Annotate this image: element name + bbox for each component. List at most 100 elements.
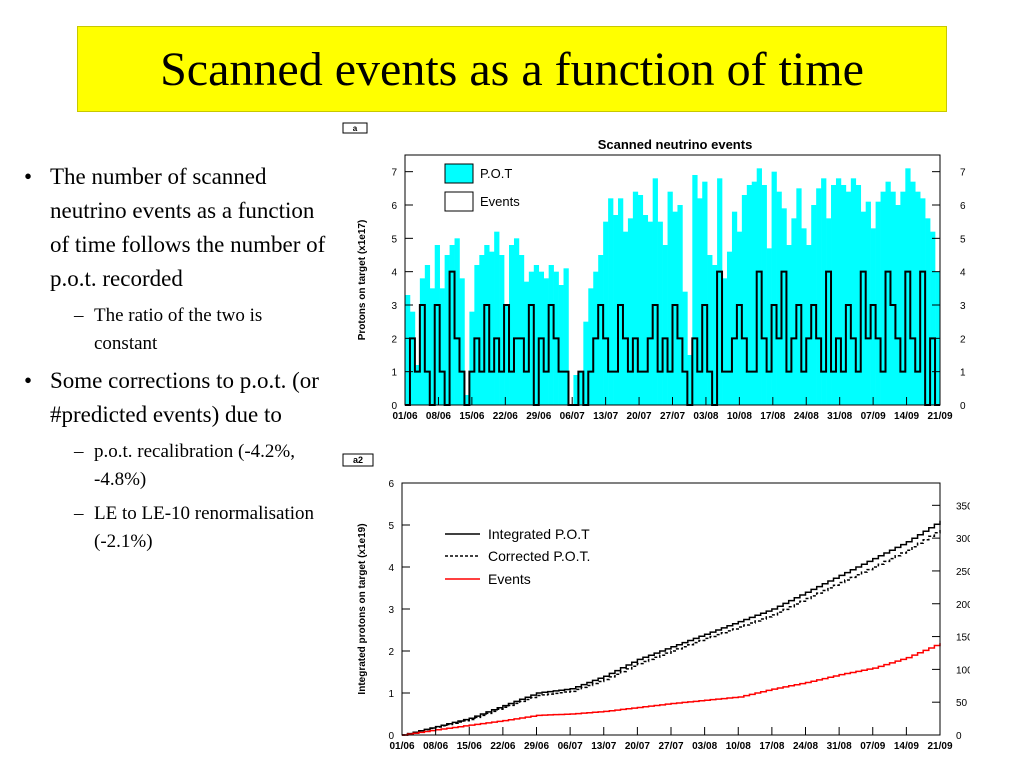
x-tick-label: 17/08 xyxy=(760,411,785,422)
pot-bar xyxy=(930,231,936,405)
slide-title-box: Scanned events as a function of time xyxy=(77,26,947,112)
slide-title: Scanned events as a function of time xyxy=(160,42,864,96)
pot-bar xyxy=(434,245,440,405)
y-tick-label: 6 xyxy=(388,479,394,490)
pot-bar xyxy=(613,215,619,405)
bullet-text: LE to LE-10 renormalisation (-2.1%) xyxy=(94,503,315,552)
bullet-dash-icon: – xyxy=(74,305,84,326)
x-tick-label: 13/07 xyxy=(591,741,616,752)
pot-bar xyxy=(722,278,728,405)
y2-tick-label: 4 xyxy=(960,268,966,279)
y2-tick-label: 150 xyxy=(956,633,970,644)
pot-bar xyxy=(637,195,644,405)
pot-bar xyxy=(632,191,639,405)
pot-bar xyxy=(746,185,753,405)
pot-bar xyxy=(409,311,416,405)
y2-tick-label: 2 xyxy=(960,334,966,345)
pot-bar xyxy=(652,178,658,405)
pot-bar xyxy=(474,265,480,405)
x-tick-label: 08/06 xyxy=(423,741,448,752)
pot-bar xyxy=(627,218,634,405)
x-tick-label: 10/08 xyxy=(726,741,751,752)
pot-bar xyxy=(405,295,411,405)
y2-tick-label: 6 xyxy=(960,201,966,212)
pot-bar xyxy=(697,198,703,405)
y-tick-label: 5 xyxy=(391,234,397,245)
pot-bar xyxy=(672,211,678,405)
pot-bar xyxy=(573,375,579,405)
y-axis-label: Integrated protons on target (x1e19) xyxy=(357,523,368,694)
pot-bar xyxy=(504,305,510,405)
bullet-text: The ratio of the two is constant xyxy=(94,305,263,354)
y2-tick-label: 100 xyxy=(956,665,970,676)
pot-bar xyxy=(518,255,525,405)
pot-bar xyxy=(424,265,431,405)
y2-tick-label: 200 xyxy=(956,600,970,611)
bullet-dash-icon: – xyxy=(74,503,84,524)
pot-bar xyxy=(662,245,668,405)
legend-pot-label: P.O.T xyxy=(480,166,512,181)
x-tick-label: 20/07 xyxy=(627,411,652,422)
pot-bar xyxy=(821,178,827,405)
x-tick-label: 06/07 xyxy=(558,741,583,752)
pot-bar xyxy=(494,231,500,405)
y-tick-label: 2 xyxy=(388,647,394,658)
y2-tick-label: 250 xyxy=(956,567,970,578)
chart-tag-box xyxy=(342,122,368,134)
pot-bar xyxy=(890,191,896,405)
bullet-item: • The number of scanned neutrino events a… xyxy=(18,160,328,296)
pot-bar xyxy=(469,311,475,405)
pot-bar xyxy=(880,191,886,405)
y-tick-label: 5 xyxy=(388,521,394,532)
y-tick-label: 3 xyxy=(388,605,394,616)
series-line xyxy=(402,529,941,736)
pot-bar xyxy=(840,185,847,405)
x-tick-label: 13/07 xyxy=(593,411,618,422)
x-tick-label: 20/07 xyxy=(625,741,650,752)
pot-bar xyxy=(731,211,738,405)
sub-bullet-item: – The ratio of the two is constant xyxy=(18,302,328,358)
x-tick-label: 06/07 xyxy=(560,411,585,422)
pot-bar xyxy=(835,178,842,405)
pot-bar xyxy=(682,291,688,405)
x-tick-label: 27/07 xyxy=(658,741,683,752)
pot-bar xyxy=(429,288,436,405)
pot-bar xyxy=(558,285,564,405)
pot-bar xyxy=(885,181,891,405)
pot-bar xyxy=(603,221,609,405)
x-tick-label: 03/08 xyxy=(692,741,717,752)
pot-bar xyxy=(499,255,505,405)
pot-bar xyxy=(761,185,767,405)
y2-tick-label: 7 xyxy=(960,168,966,179)
pot-bar xyxy=(707,255,713,405)
x-tick-label: 21/09 xyxy=(927,411,952,422)
y2-tick-label: 300 xyxy=(956,534,970,545)
pot-bar xyxy=(454,238,460,405)
pot-bar xyxy=(826,218,832,405)
y-tick-label: 6 xyxy=(391,201,397,212)
pot-bar xyxy=(464,395,470,405)
bullet-item: • Some corrections to p.o.t. (or #predict… xyxy=(18,364,328,432)
x-tick-label: 03/08 xyxy=(693,411,718,422)
y-tick-label: 1 xyxy=(388,689,394,700)
plot-frame xyxy=(401,482,941,736)
pot-bar xyxy=(528,271,535,405)
pot-bar xyxy=(766,248,772,405)
x-tick-label: 29/06 xyxy=(524,741,549,752)
pot-bar xyxy=(726,251,733,405)
x-tick-label: 01/06 xyxy=(389,741,414,752)
bullet-dash-icon: – xyxy=(74,441,84,462)
pot-bar xyxy=(910,181,916,405)
chart-tag: a2 xyxy=(353,455,363,465)
pot-bar xyxy=(692,175,698,405)
legend-pot-swatch xyxy=(444,163,474,184)
pot-bar xyxy=(741,195,748,405)
chart-title: Scanned neutrino events xyxy=(598,137,753,152)
pot-bar xyxy=(816,188,822,405)
pot-bar xyxy=(870,228,876,405)
chart-tag-box xyxy=(342,453,374,467)
sub-bullet-item: – LE to LE-10 renormalisation (-2.1%) xyxy=(18,500,328,556)
pot-bar xyxy=(588,288,594,405)
events-step-line xyxy=(405,270,940,406)
y2-tick-label: 1 xyxy=(960,368,966,379)
